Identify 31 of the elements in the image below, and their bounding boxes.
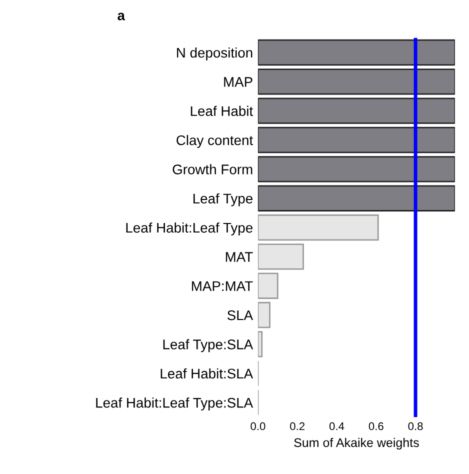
y-tick-label: Growth Form: [172, 164, 252, 174]
y-tick-label: SLA: [227, 310, 254, 320]
y-tick-label: Leaf Habit:Leaf Type:SLA: [96, 398, 254, 410]
bar: [258, 126, 455, 154]
bar: [258, 98, 455, 124]
y-tick-label: MAT: [226, 252, 253, 262]
y-tick-label: MAP:MAT: [192, 281, 253, 291]
bar: [258, 214, 379, 241]
x-tick-label: 0.2: [290, 422, 305, 430]
bar: [258, 68, 455, 95]
bar: [258, 244, 304, 270]
bar: [258, 156, 455, 182]
x-tick-label: 0.6: [368, 422, 384, 430]
y-tick-label: N deposition: [177, 47, 252, 60]
bar: [258, 185, 455, 212]
x-tick-label: 0.0: [250, 422, 266, 430]
y-tick-label: Leaf Habit:SLA: [160, 368, 254, 379]
y-tick-label: Leaf Habit:Leaf Type: [126, 222, 252, 236]
bar: [258, 331, 263, 358]
y-tick-label: Leaf Type:SLA: [163, 339, 254, 352]
x-tick-label: 0.4: [329, 422, 344, 430]
bar: [258, 272, 278, 299]
bar: [258, 39, 455, 66]
x-axis-title: Sum of Akaike weights: [294, 438, 419, 450]
y-tick-label: Leaf Habit: [190, 106, 253, 116]
x-tick-label: 0.8: [408, 422, 423, 430]
bar: [258, 302, 270, 328]
y-tick-label: MAP: [224, 77, 252, 87]
y-tick-label: Clay content: [176, 134, 253, 148]
y-tick-label: Leaf Type: [193, 193, 252, 206]
text: a: [118, 12, 126, 20]
